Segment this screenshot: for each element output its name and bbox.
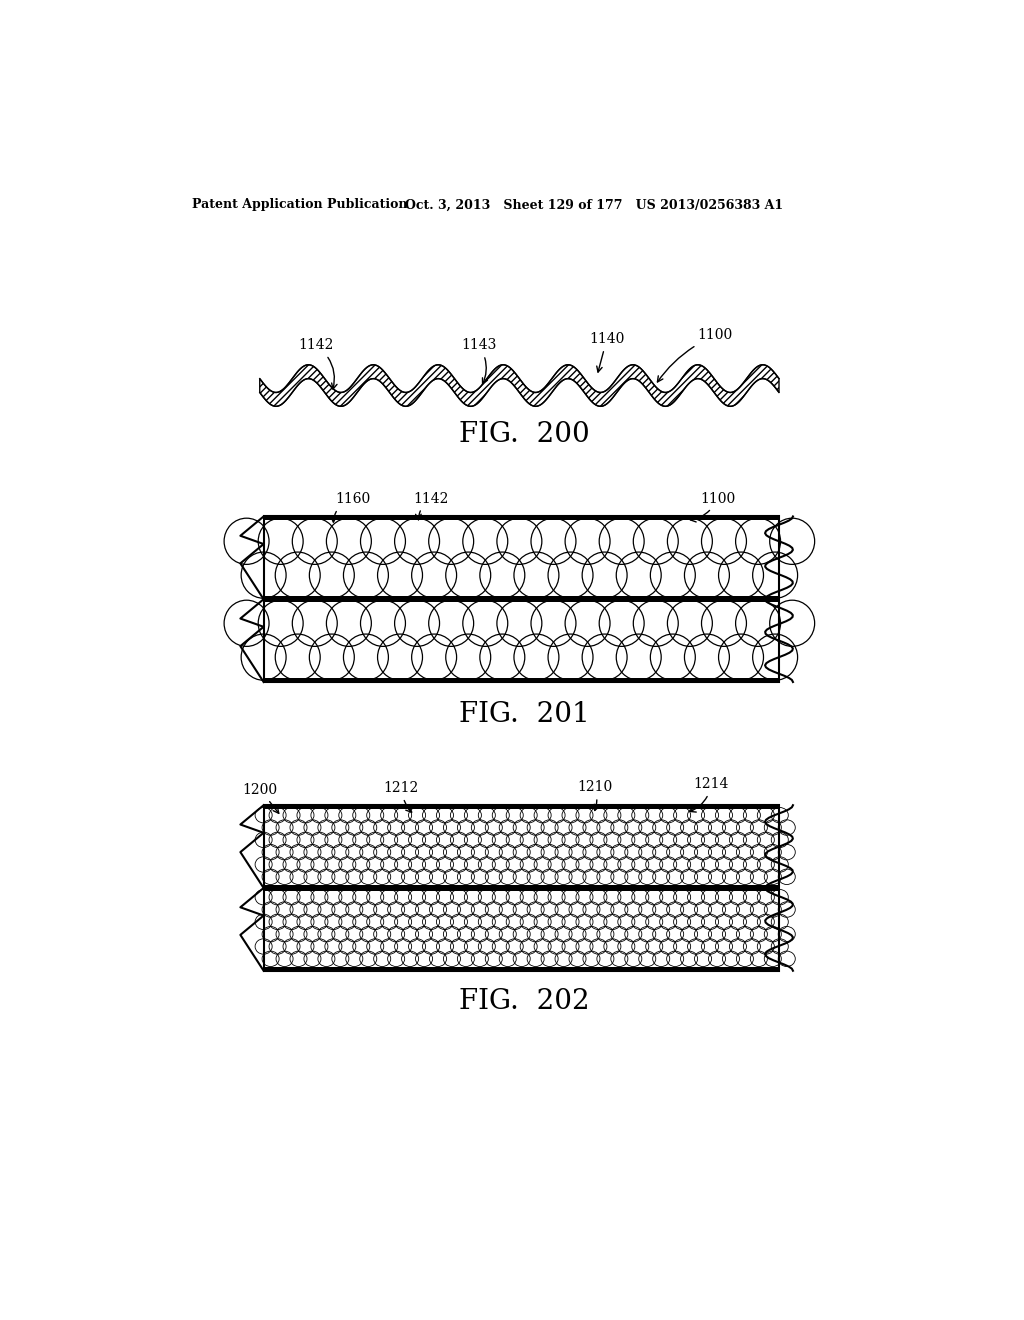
Bar [263, 805, 779, 970]
Text: 1160: 1160 [331, 492, 371, 523]
Text: 1142: 1142 [414, 491, 449, 520]
Text: Patent Application Publication: Patent Application Publication [191, 198, 408, 211]
Text: 1200: 1200 [243, 783, 279, 813]
Bar [263, 884, 779, 891]
Text: 1212: 1212 [384, 781, 419, 812]
Text: FIG.  201: FIG. 201 [460, 701, 590, 729]
Text: FIG.  202: FIG. 202 [460, 989, 590, 1015]
Bar [263, 805, 779, 809]
Bar [263, 678, 779, 682]
Polygon shape [260, 364, 779, 407]
Text: 1100: 1100 [657, 329, 733, 381]
Text: 1100: 1100 [690, 491, 735, 521]
Bar [263, 516, 779, 520]
Text: 1210: 1210 [578, 780, 612, 810]
Bar [263, 516, 779, 682]
Bar [263, 966, 779, 970]
Bar [263, 597, 779, 602]
Text: Oct. 3, 2013   Sheet 129 of 177   US 2013/0256383 A1: Oct. 3, 2013 Sheet 129 of 177 US 2013/02… [406, 198, 783, 211]
Text: 1214: 1214 [690, 777, 729, 812]
Text: 1142: 1142 [299, 338, 337, 389]
Text: 1143: 1143 [461, 338, 497, 384]
Text: 1140: 1140 [589, 333, 625, 372]
Text: FIG.  200: FIG. 200 [460, 421, 590, 447]
